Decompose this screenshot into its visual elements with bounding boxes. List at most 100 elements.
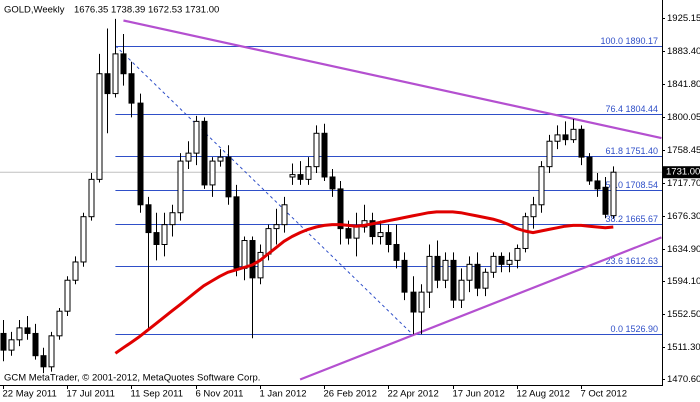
candle-body xyxy=(377,232,384,238)
fib-label: 50.0 1708.54 xyxy=(605,180,658,190)
candle-body xyxy=(177,160,184,214)
candle-body xyxy=(490,255,497,273)
candle-body xyxy=(281,204,288,226)
candle-body xyxy=(40,355,47,368)
candle-body xyxy=(410,291,417,313)
moving-average xyxy=(114,210,614,355)
y-tick-label: 1800.05 xyxy=(667,112,700,123)
candle-body xyxy=(458,279,465,301)
candle-body xyxy=(233,196,240,269)
fib-label: 23.6 1612.63 xyxy=(605,256,658,266)
candle-body xyxy=(32,332,39,357)
y-tick-label: 1511.30 xyxy=(667,342,700,353)
candle-body xyxy=(538,166,545,206)
candle-body xyxy=(418,291,425,313)
candle-body xyxy=(610,171,617,217)
chart-title: GOLD,Weekly xyxy=(4,5,65,16)
candle-body xyxy=(265,228,272,255)
footer: GCM MetaTrader, © 2001-2012, MetaQuotes … xyxy=(4,373,260,384)
candle-body xyxy=(450,259,457,301)
candle-body xyxy=(112,53,119,95)
candle-body xyxy=(305,166,312,180)
trend-line xyxy=(123,19,662,140)
y-tick-label: 1717.70 xyxy=(667,178,700,189)
x-tick-label: 17 Jul 2011 xyxy=(67,389,115,400)
candle-body xyxy=(16,327,23,341)
candle-body xyxy=(586,156,593,182)
candle-body xyxy=(209,160,216,186)
candle-body xyxy=(321,132,328,178)
candle-body xyxy=(385,232,392,245)
candle-body xyxy=(80,216,87,263)
y-tick-label: 1925.15 xyxy=(667,13,700,24)
candle-body xyxy=(120,53,127,75)
candle-body xyxy=(0,332,7,351)
candle-body xyxy=(241,240,248,269)
candle-body xyxy=(201,120,208,186)
candle-body xyxy=(145,204,152,234)
candle-body xyxy=(8,339,15,351)
candle-body xyxy=(329,176,336,190)
candle-body xyxy=(128,73,135,104)
trend-line xyxy=(299,236,662,381)
candle-body xyxy=(353,226,360,239)
candle-body xyxy=(48,335,55,368)
candle-body xyxy=(337,188,344,230)
candle-body xyxy=(273,224,280,230)
ohlc-label: 1676.35 1738.39 1672.53 1731.00 xyxy=(74,5,219,16)
candle-body xyxy=(249,240,256,279)
candle-body xyxy=(482,271,489,289)
candle-body xyxy=(137,102,144,206)
fib-label: 0.0 1526.90 xyxy=(610,324,658,334)
y-tick-label: 1676.30 xyxy=(667,211,700,222)
x-tick-label: 11 Sep 2011 xyxy=(131,389,183,400)
candle-body xyxy=(434,255,441,281)
y-tick-label: 1841.80 xyxy=(667,79,700,90)
candle-body xyxy=(169,212,176,226)
x-tick-label: 26 Feb 2012 xyxy=(324,389,377,400)
candle-body xyxy=(64,279,71,312)
candle-body xyxy=(498,255,505,265)
candle-body xyxy=(570,128,577,141)
candle-body xyxy=(554,134,561,142)
candle-body xyxy=(193,120,200,154)
y-tick-label: 1470.60 xyxy=(667,374,700,385)
candle-body xyxy=(530,204,537,218)
candle-body xyxy=(369,220,376,238)
candle-body xyxy=(88,178,95,218)
candle-body xyxy=(562,134,569,141)
candle-body xyxy=(313,132,320,168)
x-tick-label: 1 Jan 2012 xyxy=(260,389,307,400)
candle-body xyxy=(474,263,481,289)
fib-label: 76.4 1804.44 xyxy=(605,104,658,114)
candle-body xyxy=(393,243,400,261)
candle-body xyxy=(104,73,111,95)
candle-body xyxy=(594,180,601,190)
x-tick-label: 12 Aug 2012 xyxy=(517,389,570,400)
price-tag-label: 1731.00 xyxy=(666,167,700,178)
x-tick-label: 22 Apr 2012 xyxy=(388,389,439,400)
candle-body xyxy=(602,186,609,215)
candle-body xyxy=(442,259,449,281)
fib-label: 100.0 1890.17 xyxy=(600,36,658,46)
candle-body xyxy=(153,232,160,245)
candle-body xyxy=(72,261,79,281)
x-tick-label: 17 Jun 2012 xyxy=(453,389,505,400)
candle-body xyxy=(217,156,224,162)
y-tick-label: 1634.90 xyxy=(667,244,700,255)
candle-body xyxy=(257,251,264,279)
candle-body xyxy=(96,73,103,180)
candle-body xyxy=(546,140,553,168)
price-tag xyxy=(663,166,700,179)
candle-body xyxy=(24,327,31,334)
candle-body xyxy=(161,224,168,245)
x-tick-label: 7 Oct 2012 xyxy=(581,389,627,400)
candle-body xyxy=(297,174,304,180)
x-tick-label: 6 Nov 2011 xyxy=(196,389,244,400)
candle-body xyxy=(466,263,473,281)
candle-body xyxy=(578,128,585,158)
fib-label: 38.2 1665.67 xyxy=(605,214,658,224)
candle-body xyxy=(225,156,232,198)
candle-body xyxy=(185,152,192,162)
